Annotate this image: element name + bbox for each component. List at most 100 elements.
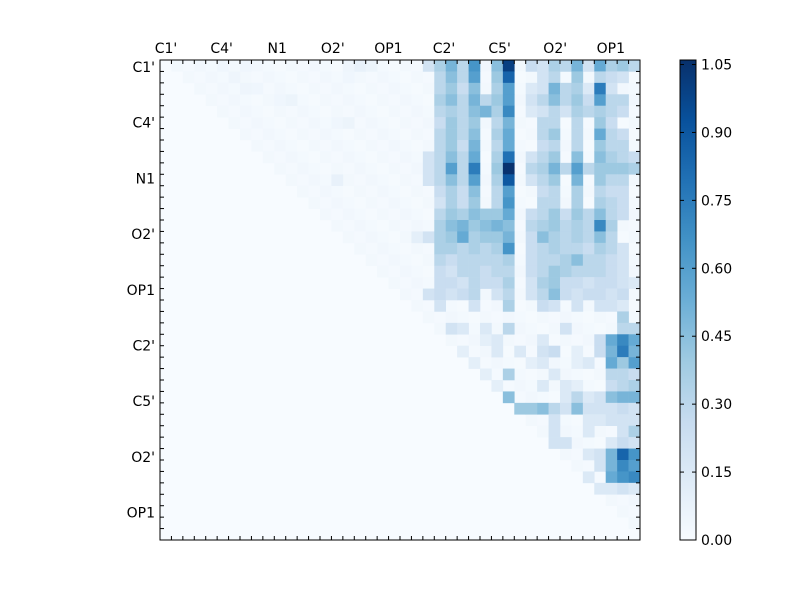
- colorbar-tick-label: 0.60: [701, 261, 732, 277]
- heatmap-cell: [560, 105, 572, 118]
- heatmap-cell: [594, 174, 607, 187]
- heatmap-cell: [548, 334, 561, 347]
- heatmap-cell: [571, 185, 584, 198]
- heatmap-cell: [594, 471, 607, 484]
- heatmap-cell: [354, 94, 367, 107]
- heatmap-cell: [365, 162, 378, 175]
- heatmap-cell: [308, 197, 321, 209]
- heatmap-cell: [445, 265, 458, 278]
- heatmap-cell: [548, 300, 561, 312]
- heatmap-cell: [434, 242, 447, 255]
- heatmap-cell: [548, 197, 561, 209]
- heatmap-cell: [205, 60, 218, 72]
- heatmap-cell: [434, 162, 447, 175]
- colorbar: 0.00 0.15 0.30 0.45 0.60 0.75 0.90 1.05: [679, 58, 732, 549]
- heatmap-cell: [605, 380, 618, 392]
- heatmap-cell: [480, 105, 492, 118]
- heatmap-cell: [285, 174, 298, 187]
- heatmap-cell: [422, 288, 435, 301]
- heatmap-cell: [605, 60, 618, 72]
- heatmap-cell: [582, 322, 595, 335]
- heatmap-cell: [594, 208, 607, 221]
- heatmap-cell: [468, 185, 481, 198]
- heatmap-cell: [582, 140, 595, 152]
- heatmap-cell: [388, 242, 401, 255]
- heatmap-cell: [560, 334, 572, 347]
- heatmap-cell: [617, 82, 629, 95]
- heatmap-cell: [560, 265, 572, 278]
- heatmap-cell: [560, 311, 572, 324]
- heatmap-cell: [411, 82, 424, 95]
- heatmap-cell: [354, 151, 367, 164]
- heatmap-cell: [514, 197, 527, 209]
- heatmap-cell: [502, 300, 515, 312]
- heatmap-cell: [628, 254, 641, 267]
- heatmap-cell: [582, 162, 595, 175]
- heatmap-cell: [377, 94, 389, 107]
- heatmap-cell: [571, 300, 584, 312]
- heatmap-cell: [365, 94, 378, 107]
- heatmap-cell: [525, 368, 538, 381]
- heatmap-cell: [560, 391, 572, 404]
- heatmap-cell: [628, 334, 641, 347]
- heatmap-cell: [342, 220, 355, 232]
- heatmap-cell: [525, 71, 538, 84]
- heatmap-cell: [434, 311, 447, 324]
- heatmap-cell: [594, 322, 607, 335]
- heatmap-cell: [571, 140, 584, 152]
- heatmap-cell: [342, 185, 355, 198]
- heatmap-cell: [308, 82, 321, 95]
- heatmap-cell: [457, 322, 469, 335]
- heatmap-cell: [400, 265, 412, 278]
- heatmap-cell: [605, 322, 618, 335]
- heatmap-cell: [537, 425, 549, 438]
- heatmap-cell: [502, 380, 515, 392]
- heatmap-cell: [525, 220, 538, 232]
- heatmap-cell: [617, 277, 629, 289]
- heatmap-cell: [342, 174, 355, 187]
- heatmap-cell: [388, 140, 401, 152]
- heatmap-cell: [571, 197, 584, 209]
- heatmap-cell: [457, 254, 469, 267]
- heatmap-cell: [617, 151, 629, 164]
- heatmap-cell: [548, 231, 561, 244]
- heatmap-cell: [491, 300, 504, 312]
- heatmap-cell: [571, 60, 584, 72]
- heatmap-cell: [582, 311, 595, 324]
- heatmap-cell: [422, 231, 435, 244]
- heatmap-cell: [525, 334, 538, 347]
- heatmap-cell: [628, 460, 641, 472]
- heatmap-cell: [571, 402, 584, 415]
- heatmap-cell: [274, 140, 287, 152]
- heatmap-cell: [582, 231, 595, 244]
- heatmap-cell: [297, 151, 309, 164]
- heatmap-cell: [251, 60, 264, 72]
- heatmap-cell: [514, 151, 527, 164]
- heatmap-cell: [582, 117, 595, 129]
- heatmap-cell: [617, 208, 629, 221]
- heatmap-cell: [628, 368, 641, 381]
- heatmap-cell: [400, 288, 412, 301]
- heatmap-cell: [388, 60, 401, 72]
- heatmap-cell: [605, 300, 618, 312]
- heatmap-cell: [251, 71, 264, 84]
- heatmap-cell: [331, 220, 344, 232]
- heatmap-cell: [457, 300, 469, 312]
- heatmap-cell: [594, 94, 607, 107]
- heatmap-cell: [502, 311, 515, 324]
- heatmap-cell: [251, 105, 264, 118]
- heatmap-cell: [342, 71, 355, 84]
- heatmap-cell: [434, 288, 447, 301]
- heatmap-cell: [491, 105, 504, 118]
- heatmap-cell: [388, 231, 401, 244]
- heatmap-cell: [571, 128, 584, 141]
- heatmap-cell: [571, 208, 584, 221]
- heatmap-cell: [502, 334, 515, 347]
- heatmap-cell: [594, 254, 607, 267]
- heatmap-cell: [400, 242, 412, 255]
- heatmap-cell: [240, 82, 252, 95]
- heatmap-cell: [571, 425, 584, 438]
- heatmap-cell: [560, 345, 572, 358]
- heatmap-cell: [617, 128, 629, 141]
- heatmap-cell: [605, 288, 618, 301]
